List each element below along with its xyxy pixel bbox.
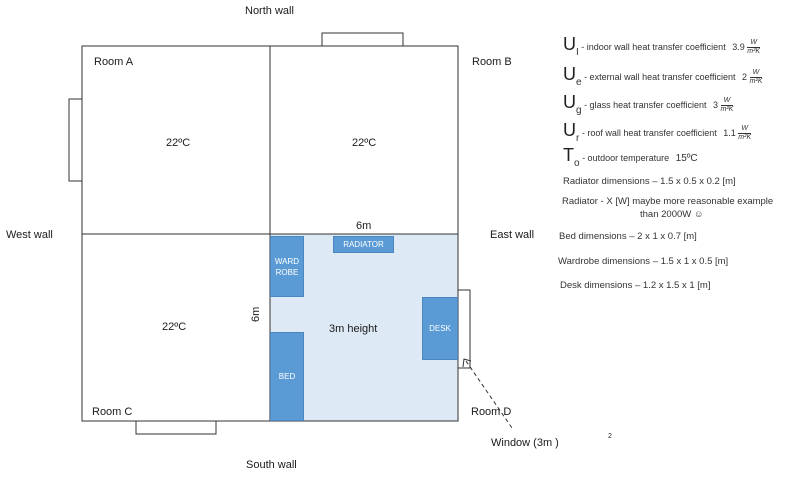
window-pointer-arrow — [462, 358, 472, 368]
east-wall-label: East wall — [490, 229, 535, 241]
legend-to-subscript: o — [574, 158, 580, 169]
legend-ur-text: - roof wall heat transfer coefficient — [579, 128, 717, 138]
legend-ur-value: 1.1 — [723, 128, 736, 138]
north-wall-label: North wall — [245, 5, 294, 17]
legend-to-text: - outdoor temperature — [579, 153, 670, 163]
legend-ui-text: - indoor wall heat transfer coefficient — [578, 42, 726, 52]
radiator-power-note-line2: than 2000W ☺ — [640, 209, 704, 220]
legend-ur-subscript: r — [576, 133, 580, 144]
bed-dimensions-note: Bed dimensions – 2 x 1 x 0.7 [m] — [559, 231, 697, 242]
room-c-temperature: 22ºC — [162, 321, 187, 333]
depth-dimension: 6m — [250, 306, 262, 322]
wardrobe-label-line1: WARD — [274, 256, 300, 266]
legend-ue-value: 2 — [742, 72, 748, 82]
width-dimension: 6m — [356, 220, 372, 232]
east-window — [457, 289, 471, 369]
wardrobe-dimensions-note: Wardrobe dimensions – 1.5 x 1 x 0.5 [m] — [558, 256, 729, 267]
legend-ug: Ug - glass heat transfer coefficient 3 W… — [563, 92, 734, 116]
legend-ue-subscript: e — [576, 77, 582, 88]
wardrobe-label-line2: ROBE — [275, 267, 299, 277]
south-window — [135, 420, 217, 435]
west-window — [68, 98, 83, 182]
radiator: RADIATOR — [333, 236, 394, 253]
window-label: Window (3m ) — [491, 437, 559, 449]
height-label: 3m height — [329, 323, 378, 335]
legend-ue-text: - external wall heat transfer coefficien… — [581, 72, 736, 82]
legend-ue-symbol: U — [563, 64, 576, 84]
legend-to-value: 15ºC — [675, 153, 698, 164]
window-superscript: 2 — [608, 433, 612, 440]
legend-ui-value: 3.9 — [732, 42, 745, 52]
legend-ui-subscript: I — [576, 47, 579, 58]
north-window — [321, 32, 404, 47]
bed: BED — [270, 332, 304, 421]
south-wall-label: South wall — [246, 459, 297, 471]
legend-ug-subscript: g — [576, 105, 582, 116]
legend-ui-symbol: U — [563, 34, 576, 54]
radiator-power-note-line1: Radiator - X [W] maybe more reasonable e… — [562, 196, 774, 207]
legend-ur-symbol: U — [563, 120, 576, 140]
room-d-label: Room D — [471, 406, 512, 418]
room-b-temperature: 22ºC — [352, 137, 377, 149]
room-c-label: Room C — [92, 406, 133, 418]
room-b-label: Room B — [472, 56, 512, 68]
legend-ui: UI - indoor wall heat transfer coefficie… — [563, 34, 761, 58]
wardrobe: WARD ROBE — [270, 236, 304, 297]
legend-ug-symbol: U — [563, 92, 576, 112]
legend-ug-value: 3 — [712, 100, 718, 110]
legend-ug-text: - glass heat transfer coefficient — [581, 100, 707, 110]
legend-to-symbol: T — [563, 145, 574, 165]
desk: DESK — [422, 297, 458, 360]
west-wall-label: West wall — [6, 229, 53, 241]
room-a-label: Room A — [94, 56, 134, 68]
room-a-temperature: 22ºC — [166, 137, 191, 149]
desk-dimensions-note: Desk dimensions – 1.2 x 1.5 x 1 [m] — [560, 280, 711, 291]
radiator-dimensions-note: Radiator dimensions – 1.5 x 0.5 x 0.2 [m… — [563, 176, 736, 187]
legend-to: To - outdoor temperature 15ºC — [563, 145, 698, 169]
legend-ue: Ue - external wall heat transfer coeffic… — [563, 64, 763, 88]
legend-ur: Ur - roof wall heat transfer coefficient… — [563, 120, 752, 144]
